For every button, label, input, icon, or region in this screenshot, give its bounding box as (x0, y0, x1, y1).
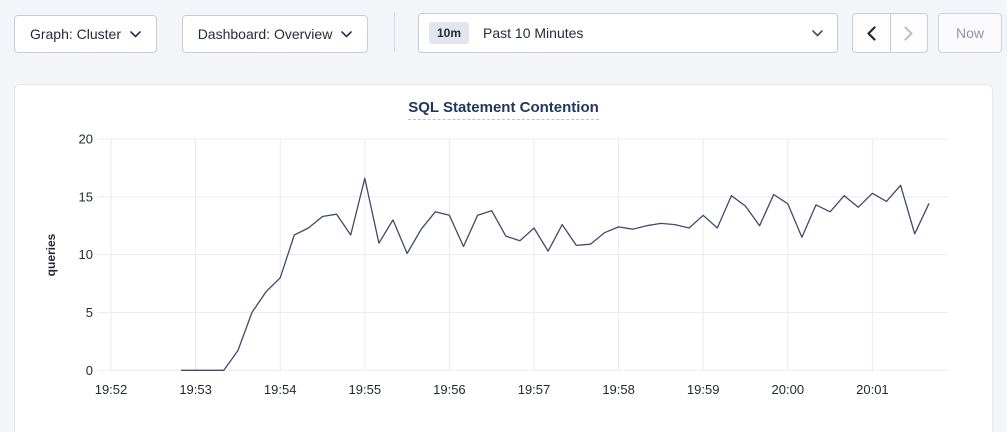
contention-chart: 0 5 10 15 20 19:52 19:53 19:54 19:55 19:56 19:57 19… (44, 132, 948, 397)
x-tick-label: 19:57 (518, 382, 551, 397)
y-tick-label: 5 (86, 305, 93, 320)
dashboard-selector-dropdown[interactable]: Dashboard: Overview (182, 15, 368, 53)
chevron-left-icon (867, 25, 876, 41)
toolbar-divider (394, 12, 395, 52)
y-axis-label: queries (44, 233, 58, 276)
chart-title[interactable]: SQL Statement Contention (408, 99, 599, 120)
graph-selector-dropdown[interactable]: Graph: Cluster (14, 15, 157, 53)
chevron-down-icon (812, 29, 823, 36)
contention-series-line (180, 177, 930, 371)
x-tick-label: 19:59 (687, 382, 720, 397)
now-button[interactable]: Now (938, 13, 1002, 53)
chevron-right-icon (904, 25, 914, 41)
x-tick-label: 19:55 (349, 382, 382, 397)
x-tick-label: 20:01 (856, 382, 889, 397)
chevron-down-icon (341, 30, 353, 37)
time-range-badge: 10m (429, 22, 470, 44)
y-tick-label: 10 (79, 247, 93, 262)
x-tick-label: 19:56 (433, 382, 466, 397)
x-tick-label: 19:58 (602, 382, 635, 397)
y-tick-label: 15 (79, 189, 93, 204)
toolbar: Graph: Cluster Dashboard: Overview 10m P… (0, 0, 1007, 66)
x-tick-label: 19:54 (264, 382, 297, 397)
previous-time-window-button[interactable] (853, 14, 890, 52)
chart-panel: SQL Statement Contention 0 5 10 15 20 19:52 19… (14, 84, 993, 432)
next-time-window-button[interactable] (889, 14, 927, 52)
time-range-selector[interactable]: 10m Past 10 Minutes (418, 13, 838, 53)
graph-selector-label: Graph: Cluster (29, 26, 122, 42)
time-range-label: Past 10 Minutes (483, 25, 584, 41)
y-tick-label: 0 (86, 363, 93, 378)
dashboard-selector-label: Dashboard: Overview (197, 26, 333, 42)
x-tick-label: 20:00 (772, 382, 805, 397)
y-tick-label: 20 (79, 132, 93, 147)
x-tick-label: 19:53 (179, 382, 212, 397)
chevron-down-icon (130, 30, 141, 37)
x-tick-label: 19:52 (95, 382, 128, 397)
chart-title-row: SQL Statement Contention (15, 85, 992, 120)
time-step-button-group (852, 13, 928, 53)
